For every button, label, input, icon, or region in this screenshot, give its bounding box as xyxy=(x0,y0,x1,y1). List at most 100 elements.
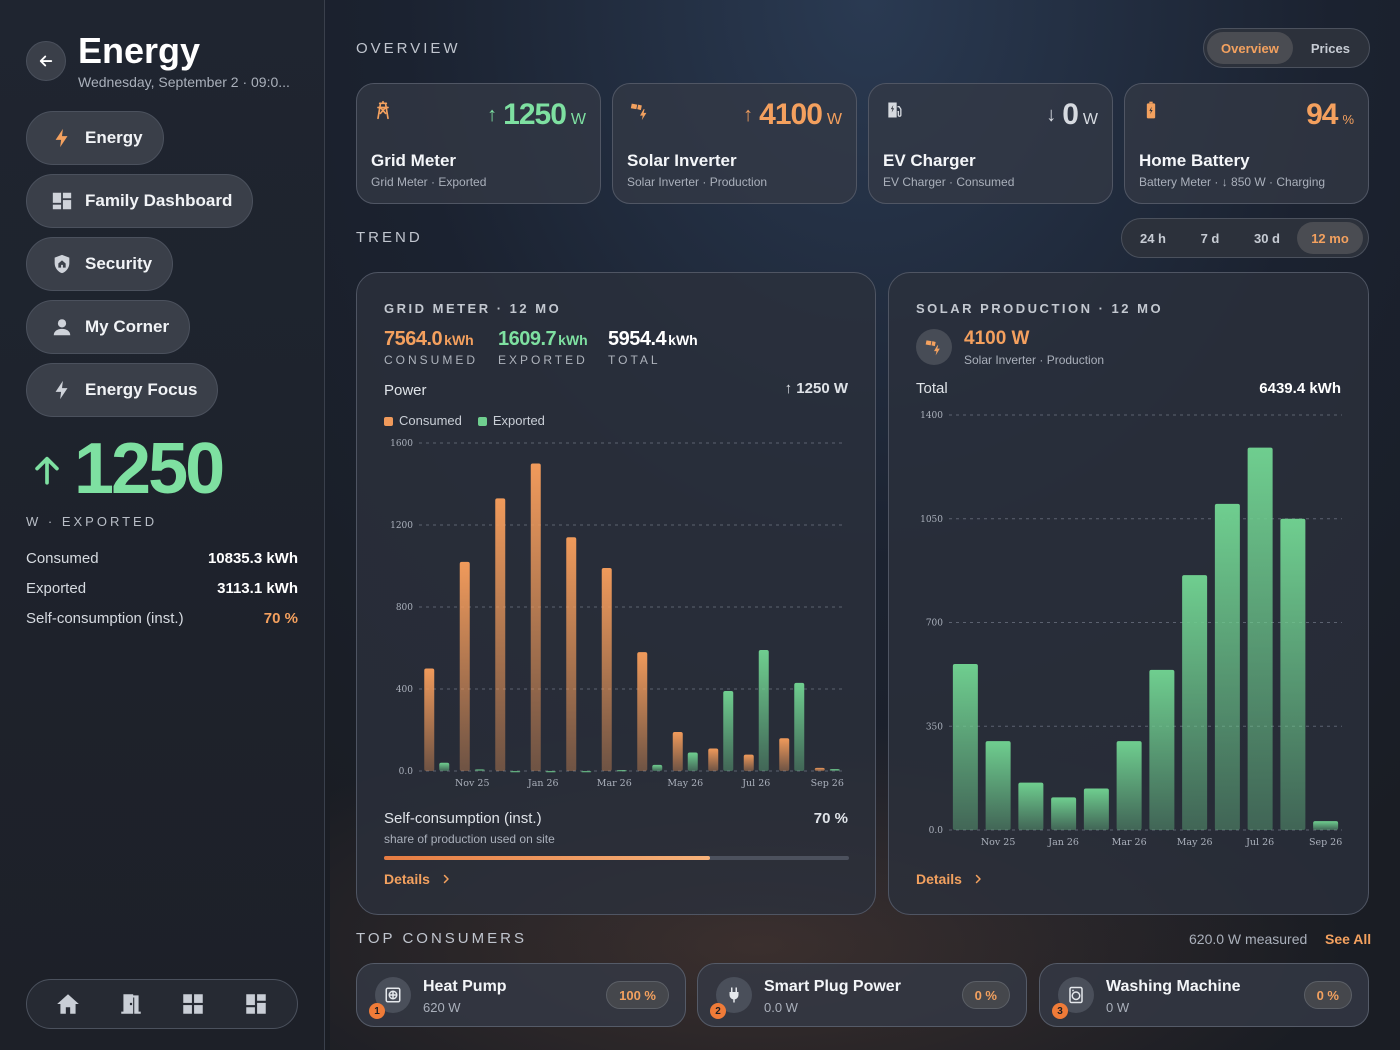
x-tick-label: Jul 26 xyxy=(1245,837,1274,848)
card-grid-meter[interactable]: ↑ 1250 W Grid Meter Grid Meter · Exporte… xyxy=(356,83,601,204)
bar-consumed[interactable] xyxy=(459,561,470,771)
metric-unit: kWh xyxy=(558,332,588,348)
battery-charging-icon xyxy=(1141,100,1161,120)
nav-security[interactable]: Security xyxy=(26,237,174,291)
home-icon[interactable] xyxy=(55,991,81,1017)
card-solar-inverter[interactable]: ↑ 4100 W Solar Inverter Solar Inverter ·… xyxy=(612,83,857,204)
stat-label: Exported xyxy=(26,580,87,597)
bar-exported[interactable] xyxy=(829,768,840,771)
bar-exported[interactable] xyxy=(581,771,592,773)
bar-consumed[interactable] xyxy=(530,463,541,772)
bar-consumed[interactable] xyxy=(637,652,648,771)
metric-value: 5954.4 xyxy=(608,328,667,350)
solar-details-link[interactable]: Details xyxy=(916,871,984,887)
bar-consumed[interactable] xyxy=(779,738,790,771)
see-all-link[interactable]: See All xyxy=(1325,931,1372,947)
x-tick-label: May 26 xyxy=(1177,837,1213,848)
consumer-percentage: 0 % xyxy=(1303,981,1352,1009)
bar-exported[interactable] xyxy=(652,764,663,771)
nav-energy[interactable]: Energy xyxy=(26,111,164,165)
card-subtitle: EV Charger · Consumed xyxy=(883,175,1015,189)
door-icon[interactable] xyxy=(118,991,144,1017)
bar-production[interactable] xyxy=(1182,575,1208,830)
card-subtitle: Solar Inverter · Production xyxy=(627,175,768,189)
bar-production[interactable] xyxy=(1083,788,1109,831)
chevron-right-icon xyxy=(443,874,449,884)
dashboard-icon[interactable] xyxy=(243,991,269,1017)
bar-consumed[interactable] xyxy=(708,748,719,771)
bar-consumed[interactable] xyxy=(566,537,577,771)
card-name: Grid Meter xyxy=(371,151,457,170)
bar-consumed[interactable] xyxy=(743,754,754,771)
consumer-rank: 2 xyxy=(710,1003,726,1019)
card-value-unit: W xyxy=(570,111,586,128)
solar-total-label: Total xyxy=(916,380,948,397)
bar-exported[interactable] xyxy=(474,769,485,771)
consumer-heat-pump[interactable]: 1 Heat Pump 620 W 100 % xyxy=(356,963,686,1027)
x-tick-label: Sep 26 xyxy=(811,778,844,789)
bar-production[interactable] xyxy=(1018,782,1044,830)
y-tick-label: 700 xyxy=(926,619,943,629)
chart-legend: Consumed Exported xyxy=(384,413,545,428)
dashboard-icon xyxy=(52,192,72,210)
grid-meter-panel: GRID METER · 12 MO 7564.0 kWh CONSUMED 16… xyxy=(356,272,876,915)
bar-exported[interactable] xyxy=(510,771,521,773)
consumer-percentage: 0 % xyxy=(961,981,1010,1009)
solar-total-value: 6439.4 kWh xyxy=(1259,380,1341,397)
bar-production[interactable] xyxy=(1280,518,1306,830)
nav-energy-focus[interactable]: Energy Focus xyxy=(26,363,219,417)
back-button[interactable] xyxy=(26,41,66,81)
bar-production[interactable] xyxy=(1051,797,1077,830)
toggle-overview[interactable]: Overview xyxy=(1207,32,1293,64)
bar-consumed[interactable] xyxy=(495,498,506,771)
top-consumers-title: TOP CONSUMERS xyxy=(356,930,527,947)
toggle-prices[interactable]: Prices xyxy=(1310,40,1350,56)
bar-production[interactable] xyxy=(1116,741,1142,830)
bar-exported[interactable] xyxy=(439,762,450,771)
nav-security-label: Security xyxy=(85,254,153,273)
arrow-up-icon: ↑ xyxy=(487,103,498,126)
card-home-battery[interactable]: 94 % Home Battery Battery Meter · ↓ 850 … xyxy=(1124,83,1369,204)
bar-production[interactable] xyxy=(985,741,1011,830)
nav-my-corner[interactable]: My Corner xyxy=(26,300,191,354)
plug-icon xyxy=(716,977,752,1013)
range-24h[interactable]: 24 h xyxy=(1139,230,1166,246)
card-ev-charger[interactable]: ↓ 0 W EV Charger EV Charger · Consumed xyxy=(868,83,1113,204)
range-30d[interactable]: 30 d xyxy=(1253,230,1280,246)
card-subtitle: Grid Meter · Exported xyxy=(371,175,487,189)
grid-icon[interactable] xyxy=(180,991,206,1017)
solar-subtitle: Solar Inverter · Production xyxy=(964,353,1105,367)
solar-production-chart: 0.0 350 700 1050 1400 Nov 25 Jan 26 Mar 26 May 2… xyxy=(920,411,1342,848)
bar-exported[interactable] xyxy=(794,682,805,771)
stat-label: Consumed xyxy=(26,550,99,567)
bar-exported[interactable] xyxy=(545,771,556,773)
bar-production[interactable] xyxy=(952,664,978,830)
metric-value: 7564.0 xyxy=(384,328,443,350)
bar-exported[interactable] xyxy=(687,752,698,771)
bar-consumed[interactable] xyxy=(424,668,435,772)
bar-production[interactable] xyxy=(1149,669,1175,830)
metric-unit: kWh xyxy=(444,332,474,348)
x-tick-label: Jan 26 xyxy=(1047,837,1079,848)
bar-production[interactable] xyxy=(1247,447,1273,830)
trend-title: TREND xyxy=(356,229,423,246)
bar-production[interactable] xyxy=(1313,821,1339,830)
range-7d[interactable]: 7 d xyxy=(1200,230,1220,246)
bar-consumed[interactable] xyxy=(672,732,683,771)
card-value-number: 94 xyxy=(1306,98,1338,131)
power-label: Power xyxy=(384,382,427,399)
consumer-smart-plug[interactable]: 2 Smart Plug Power 0.0 W 0 % xyxy=(697,963,1027,1027)
consumer-washing-machine[interactable]: 3 Washing Machine 0 W 0 % xyxy=(1039,963,1369,1027)
range-12mo[interactable]: 12 mo xyxy=(1297,222,1363,254)
bar-consumed[interactable] xyxy=(814,767,825,771)
big-power-caption: W · EXPORTED xyxy=(26,514,158,529)
app-date: Wednesday, September 2 · 09:0... xyxy=(78,74,290,90)
bar-exported[interactable] xyxy=(758,650,769,771)
bar-production[interactable] xyxy=(1214,503,1240,830)
solar-power-icon xyxy=(916,329,952,365)
bar-exported[interactable] xyxy=(616,769,627,772)
nav-family-dashboard[interactable]: Family Dashboard xyxy=(26,174,254,228)
grid-details-link[interactable]: Details xyxy=(384,871,452,887)
bar-exported[interactable] xyxy=(723,691,734,771)
bar-consumed[interactable] xyxy=(601,568,612,771)
